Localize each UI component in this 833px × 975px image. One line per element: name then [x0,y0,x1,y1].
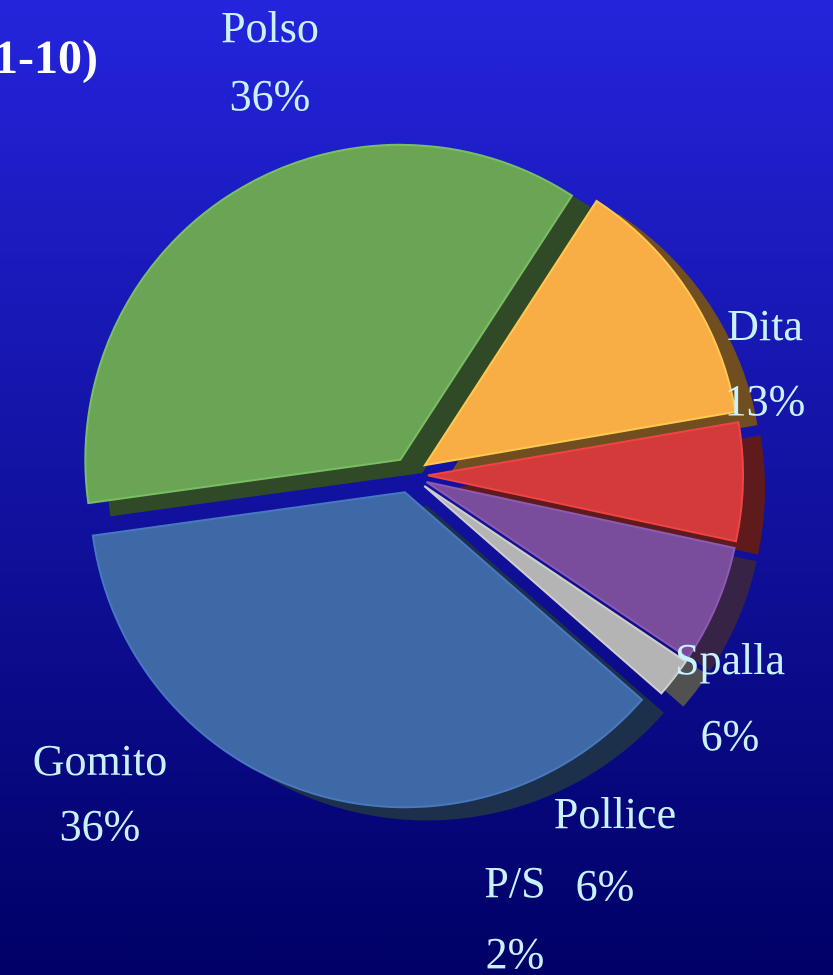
slice-value: 6% [576,861,635,910]
slice [91,491,644,809]
slice [84,143,574,505]
chart-title: 1-10) [0,31,98,84]
slice [426,481,736,660]
slice-value: 36% [60,801,141,850]
slice-value: 13% [725,376,806,425]
slice-label: Gomito [33,736,167,785]
slice [423,485,688,695]
slice [427,420,744,543]
slice [422,199,737,467]
slice-label: Pollice [554,789,676,838]
slice-value: 36% [230,71,311,120]
slice-label: Polso [221,3,319,52]
slice-label: Dita [727,301,803,350]
labels: Dita 13% Spalla 6% Pollice 6% P/S 2% Gomito 36% Po… [33,3,806,975]
slice-label: P/S [484,858,545,907]
pie [84,143,765,821]
slice-label: Spalla [675,635,785,684]
slice-value: 2% [486,929,545,975]
slice-value: 6% [701,711,760,760]
